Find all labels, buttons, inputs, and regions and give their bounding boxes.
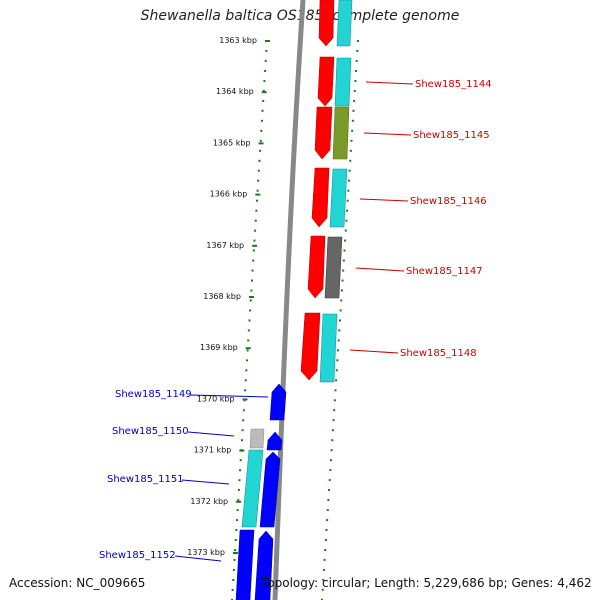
label-1144[interactable]: Shew185_1144 [415, 79, 492, 90]
label-1146[interactable]: Shew185_1146 [410, 196, 487, 207]
gene-red-1146[interactable] [311, 167, 330, 228]
label-1145[interactable]: Shew185_1145 [413, 130, 490, 141]
gene-blue-1151[interactable] [259, 451, 281, 528]
cog-box-olive-1145[interactable] [332, 106, 350, 160]
plus-strand-genes [300, 0, 335, 381]
cog-box-cyan-1146[interactable] [329, 168, 348, 228]
label-1152[interactable]: Shew185_1152 [99, 550, 176, 561]
tick-label: 1363 kbp [219, 36, 257, 45]
gene-blue-1152[interactable] [254, 530, 274, 600]
leader-1152 [174, 555, 222, 562]
tick-label: 1369 kbp [200, 343, 238, 352]
accession-text: Accession: NC_009665 [9, 576, 146, 590]
label-1149[interactable]: Shew185_1149 [115, 389, 192, 400]
minus-strand-cog [235, 428, 265, 600]
tick-label: 1373 kbp [187, 548, 225, 557]
minus-strand-genes [254, 383, 287, 600]
left-dotted-guide [231, 39, 268, 600]
minus-labels: Shew185_1149 Shew185_1150 Shew185_1151 S… [99, 389, 269, 562]
plus-labels: Shew185_1144 Shew185_1145 Shew185_1146 S… [349, 79, 492, 359]
cog-box-gray-1147[interactable] [324, 236, 343, 299]
cog-box-blue-1152[interactable] [235, 529, 255, 600]
gene-blue-1150[interactable] [266, 431, 283, 451]
topology-text: Topology: circular; Length: 5,229,686 bp… [262, 576, 592, 590]
tick-label: 1365 kbp [213, 138, 251, 147]
cog-box-cyan-1148[interactable] [319, 313, 338, 383]
tick-label: 1370 kbp [197, 394, 235, 403]
cog-box-lightgray-1150[interactable] [249, 428, 265, 449]
gene-red-1143[interactable] [318, 0, 335, 47]
leader-1148 [349, 349, 399, 354]
cog-box-cyan-1151[interactable] [241, 449, 264, 528]
leader-1144 [365, 81, 414, 85]
leader-1151 [181, 479, 230, 485]
tick-label: 1364 kbp [216, 87, 254, 96]
gene-blue-1149[interactable] [269, 383, 287, 421]
tick-label: 1368 kbp [203, 292, 241, 301]
genome-axis [272, 0, 306, 600]
gene-red-1147[interactable] [307, 235, 326, 299]
tick-label: 1367 kbp [206, 241, 244, 250]
label-1148[interactable]: Shew185_1148 [400, 348, 477, 359]
right-dotted-guide [321, 39, 359, 600]
cog-box-cyan-1143[interactable] [336, 0, 353, 47]
plus-strand-cog [319, 0, 353, 383]
gene-red-1148[interactable] [300, 312, 321, 381]
cog-box-cyan-1144[interactable] [334, 57, 352, 107]
leader-1149 [189, 394, 269, 398]
tick-label: 1371 kbp [194, 446, 232, 455]
leader-1150 [187, 431, 235, 437]
tick-group: 1363 kbp 1364 kbp 1365 kbp 1366 kbp 1367 kbp… [187, 36, 270, 557]
gene-red-1144[interactable] [317, 56, 335, 107]
leader-1145 [363, 132, 412, 136]
gene-red-1145[interactable] [314, 106, 333, 160]
tick-label: 1372 kbp [190, 497, 228, 506]
leader-1146 [359, 198, 409, 202]
label-1147[interactable]: Shew185_1147 [406, 266, 483, 277]
leader-1147 [355, 267, 405, 272]
tick-label: 1366 kbp [210, 190, 248, 199]
label-1151[interactable]: Shew185_1151 [107, 474, 184, 485]
label-1150[interactable]: Shew185_1150 [112, 426, 189, 437]
